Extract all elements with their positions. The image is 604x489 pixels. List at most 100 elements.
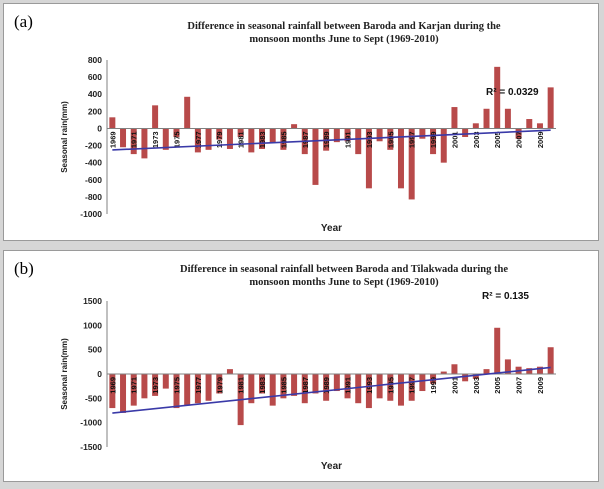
bar-a-1970 xyxy=(120,128,127,148)
bar-a-2005 xyxy=(494,66,501,129)
bar-chart-a: 800 600 400 200 0 -200 -400 -600 -800 -1000 1969 19… xyxy=(60,55,556,234)
y-tick-label-b-4: -500 xyxy=(85,393,102,403)
x-tick-label-a-5: 1979 xyxy=(215,131,224,148)
x-tick-label-a-1: 1971 xyxy=(130,131,139,148)
bar-b-1978 xyxy=(205,374,212,401)
x-tick-label-b-1: 1971 xyxy=(130,377,139,394)
x-tick-label-b-2: 1973 xyxy=(151,377,160,394)
bar-a-1992 xyxy=(355,128,362,155)
bar-b-1986 xyxy=(291,374,298,396)
bar-chart-b: 1500 1000 500 0 -500 -1000 -1500 1969 1971 1973 19… xyxy=(60,291,556,472)
bar-a-1984 xyxy=(269,128,276,143)
bar-b-1985 xyxy=(280,374,287,399)
x-tick-label-a-8: 1985 xyxy=(279,131,288,148)
bar-a-1993 xyxy=(365,128,372,189)
y-tick-label-b-5: -1000 xyxy=(80,418,102,428)
bar-a-1991 xyxy=(344,128,351,142)
r2-label-b: R² = 0.135 xyxy=(482,291,529,302)
y-tick-label-a-7: -600 xyxy=(85,175,102,185)
y-tick-label-a-4: 0 xyxy=(97,123,102,133)
bar-a-2006 xyxy=(504,108,511,129)
x-tick-label-b-13: 1995 xyxy=(386,377,395,394)
x-tick-label-a-18: 2005 xyxy=(493,131,502,148)
x-tick-label-a-6: 1981 xyxy=(237,131,246,148)
y-tick-label-a-8: -800 xyxy=(85,192,102,202)
bar-a-2001 xyxy=(451,107,458,129)
bar-b-1974 xyxy=(162,374,169,389)
trendline-b xyxy=(112,366,551,414)
x-tick-label-a-20: 2009 xyxy=(536,131,545,148)
bar-b-2004 xyxy=(483,369,490,374)
chart-panel-a: (a) Difference in seasonal rainfall betw… xyxy=(3,3,599,241)
x-tick-label-b-18: 2005 xyxy=(493,377,502,394)
bar-b-1979 xyxy=(216,374,223,394)
bar-a-1977 xyxy=(194,128,201,153)
x-tick-label-a-9: 1987 xyxy=(301,131,310,148)
x-tick-label-b-20: 2009 xyxy=(536,377,545,394)
x-tick-label-b-6: 1981 xyxy=(237,377,246,394)
x-tick-label-a-13: 1995 xyxy=(386,131,395,148)
bar-b-2005 xyxy=(494,327,501,374)
bar-b-1989 xyxy=(323,374,330,401)
x-tick-label-a-4: 1977 xyxy=(194,131,203,148)
chart-panel-b: (b) Difference in seasonal rainfall betw… xyxy=(3,250,599,482)
chart-title-a-line2: monsoon months June to Sept (1969-2010) xyxy=(249,34,439,45)
chart-title-b: Difference in seasonal rainfall between … xyxy=(144,263,544,289)
r2-label-a: R² = 0.0329 xyxy=(486,87,539,98)
bar-b-1970 xyxy=(120,374,127,413)
bar-b-2006 xyxy=(504,359,511,374)
bar-a-2002 xyxy=(462,128,469,137)
bar-b-1975 xyxy=(173,374,180,409)
y-tick-label-a-6: -400 xyxy=(85,158,102,168)
bar-b-2009 xyxy=(536,366,543,374)
bar-a-2003 xyxy=(472,123,479,129)
bar-a-1980 xyxy=(226,128,233,149)
bar-b-1991 xyxy=(344,374,351,399)
bar-b-2000 xyxy=(440,371,447,374)
y-axis-title-a: Seasonal rain(mm) xyxy=(60,101,69,173)
y-tick-label-b-0: 1500 xyxy=(83,296,102,306)
bar-a-1978 xyxy=(205,128,212,150)
bar-b-1997 xyxy=(408,374,415,401)
y-tick-label-a-0: 800 xyxy=(88,55,102,65)
bar-b-1977 xyxy=(194,374,201,404)
x-tick-label-b-3: 1975 xyxy=(172,377,181,394)
chart-title-a-line1: Difference in seasonal rainfall between … xyxy=(187,21,501,32)
bar-b-1994 xyxy=(376,374,383,399)
bar-b-1990 xyxy=(333,374,340,392)
x-tick-label-b-16: 2001 xyxy=(450,377,459,394)
bar-a-1997 xyxy=(408,128,415,200)
bar-b-1988 xyxy=(312,374,319,394)
bar-a-1969 xyxy=(109,117,116,129)
bar-a-1982 xyxy=(248,128,255,153)
bar-b-2008 xyxy=(526,368,533,374)
bar-a-1994 xyxy=(376,128,383,142)
x-tick-label-b-8: 1985 xyxy=(279,377,288,394)
bar-b-1983 xyxy=(259,374,266,394)
x-tick-label-a-15: 1999 xyxy=(429,131,438,148)
y-tick-label-a-5: -200 xyxy=(85,141,102,151)
bar-a-1996 xyxy=(397,128,404,189)
bar-b-1980 xyxy=(226,369,233,374)
panel-label-b: (b) xyxy=(14,259,34,278)
x-tick-label-b-15: 1999 xyxy=(429,377,438,394)
bar-a-1986 xyxy=(291,124,298,129)
bar-b-1992 xyxy=(355,374,362,404)
x-tick-label-b-19: 2007 xyxy=(515,377,524,394)
x-tick-label-a-17: 2003 xyxy=(472,131,481,148)
x-tick-label-b-5: 1979 xyxy=(215,377,224,394)
bar-a-1973 xyxy=(152,105,159,129)
bar-b-1973 xyxy=(152,374,159,396)
bar-a-1995 xyxy=(387,128,394,150)
x-tick-label-a-19: 2007 xyxy=(515,131,524,148)
x-tick-label-b-4: 1977 xyxy=(194,377,203,394)
trendline-a xyxy=(112,129,551,151)
bar-a-1979 xyxy=(216,128,223,140)
y-axis-title-b: Seasonal rain(mm) xyxy=(60,338,69,410)
x-tick-label-b-10: 1989 xyxy=(322,377,331,394)
bar-b-1987 xyxy=(301,374,308,404)
x-axis-title-a: Year xyxy=(321,223,342,234)
bar-a-2007 xyxy=(515,128,522,139)
bar-b-1984 xyxy=(269,374,276,406)
y-tick-label-b-2: 500 xyxy=(88,345,102,355)
